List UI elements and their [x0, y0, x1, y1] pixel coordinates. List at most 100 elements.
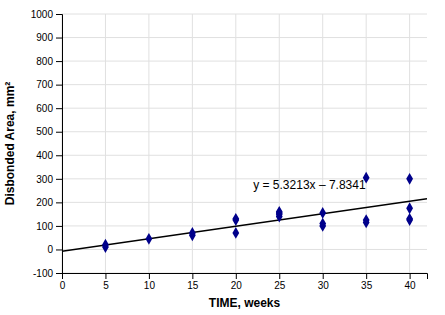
- tick: 800: [36, 56, 62, 67]
- tick-label: 30: [318, 280, 330, 291]
- grid-line-y: [62, 202, 427, 203]
- scatter-point: [406, 213, 413, 225]
- tick-mark: [56, 132, 62, 133]
- grid-line-y: [62, 61, 427, 62]
- scatter-point: [319, 207, 326, 219]
- scatter-point: [276, 206, 283, 218]
- regression-line: [62, 199, 427, 252]
- tick: 200: [36, 197, 62, 208]
- tick-mark: [323, 273, 324, 279]
- tick: 700: [36, 79, 62, 90]
- tick-label: 900: [36, 32, 53, 43]
- tick-label: 700: [36, 79, 53, 90]
- tick-label: 25: [274, 280, 286, 291]
- tick-mark: [105, 273, 106, 279]
- tick-mark: [410, 273, 411, 279]
- tick: 25: [274, 273, 286, 291]
- tick: 20: [231, 273, 243, 291]
- tick-mark: [56, 179, 62, 180]
- tick-mark: [236, 273, 237, 279]
- scatter-point: [146, 233, 153, 245]
- tick: 100: [36, 221, 62, 232]
- tick-mark: [56, 85, 62, 86]
- grid-line-y: [62, 37, 427, 38]
- tick-label: 10: [144, 280, 156, 291]
- tick-label: 15: [187, 280, 199, 291]
- tick-mark: [56, 273, 62, 274]
- tick: 0: [47, 244, 62, 255]
- tick-mark: [366, 273, 367, 279]
- tick: 5: [103, 273, 109, 291]
- scatter-point: [232, 213, 239, 225]
- annotation: y = 5.3213x – 7.8341: [253, 178, 366, 192]
- tick: 35: [361, 273, 373, 291]
- grid-line-x: [409, 14, 410, 273]
- tick-mark: [192, 273, 193, 279]
- tick-label: 100: [36, 221, 53, 232]
- tick-mark: [56, 108, 62, 109]
- x-axis-title: TIME, weeks: [209, 296, 281, 310]
- y-axis: -100 0 100 200 300 400 500 600 700 800 900 1000: [31, 9, 63, 279]
- scatter-point: [319, 218, 326, 230]
- grid-line-y: [62, 155, 427, 156]
- tick-label: 20: [231, 280, 243, 291]
- grid: [62, 14, 427, 273]
- grid-line-x: [322, 14, 323, 273]
- axis-line: [56, 15, 63, 274]
- tick-label: 5: [103, 280, 109, 291]
- scatter-point: [363, 214, 370, 226]
- tick-mark: [279, 273, 280, 279]
- tick-label: 200: [36, 197, 53, 208]
- grid-line-y: [62, 131, 427, 132]
- tick-label: 600: [36, 103, 53, 114]
- tick-label: -100: [33, 268, 53, 279]
- tick-label: 0: [60, 280, 66, 291]
- tick-label: 35: [361, 280, 373, 291]
- tick: -100: [33, 268, 62, 279]
- tick: 300: [36, 174, 62, 185]
- tick-label: 0: [47, 244, 53, 255]
- tick: 500: [36, 126, 62, 137]
- x-axis: 0 5 10 15 20 25 30 35 40: [60, 273, 428, 291]
- tick: 40: [405, 273, 417, 291]
- grid-line-x: [105, 14, 106, 273]
- tick-mark: [56, 14, 62, 15]
- scatter-point: [406, 202, 413, 214]
- tick-label: 800: [36, 56, 53, 67]
- tick: 1000: [31, 9, 62, 20]
- tick-mark: [56, 249, 62, 250]
- scatter-point: [102, 239, 109, 251]
- tick-label: 300: [36, 174, 53, 185]
- tick-mark: [56, 155, 62, 156]
- tick-label: 1000: [31, 9, 54, 20]
- tick: 0: [60, 273, 66, 291]
- tick-label: 400: [36, 150, 53, 161]
- scatter-point: [189, 227, 196, 239]
- grid-line-y: [62, 14, 427, 15]
- tick: 600: [36, 103, 62, 114]
- tick-mark: [149, 273, 150, 279]
- grid-line-y: [62, 178, 427, 179]
- tick: 400: [36, 150, 62, 161]
- y-axis-title: Disbonded Area, mm²: [3, 82, 17, 206]
- axis-line: [63, 274, 428, 280]
- tick-mark: [56, 202, 62, 203]
- tick: 900: [36, 32, 62, 43]
- grid-line-x: [279, 14, 280, 273]
- tick-mark: [56, 226, 62, 227]
- tick-mark: [56, 61, 62, 62]
- grid-line-x: [366, 14, 367, 273]
- grid-line-y: [62, 249, 427, 250]
- tick-mark: [56, 38, 62, 39]
- tick: 15: [187, 273, 199, 291]
- grid-line-y: [62, 84, 427, 85]
- tick-label: 500: [36, 126, 53, 137]
- scatter-point: [406, 173, 413, 185]
- tick: 10: [144, 273, 156, 291]
- tick-label: 40: [405, 280, 417, 291]
- tick: 30: [318, 273, 330, 291]
- scatter-point: [232, 227, 239, 239]
- chart: 0 5 10 15 20 25 30 35 40 -100 0 100 200 300 400 500 600 7…: [0, 0, 445, 315]
- grid-line-y: [62, 108, 427, 109]
- plot-area: [62, 172, 427, 253]
